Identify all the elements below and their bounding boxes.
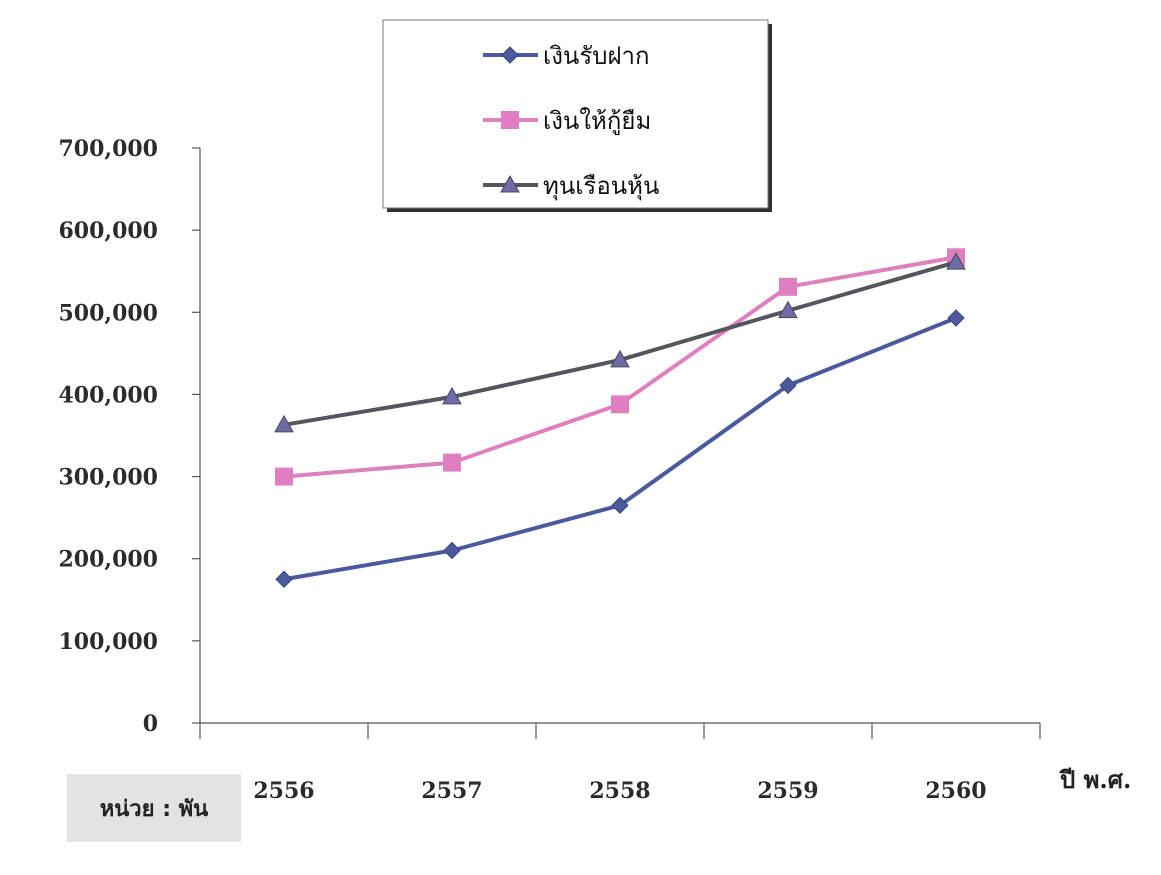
y-tick-label: 400,000 bbox=[58, 382, 158, 408]
data-point bbox=[275, 570, 293, 588]
plot-area: 0 100,000 200,000 300,000 400,000 500,000 600,… bbox=[58, 136, 1041, 804]
data-point bbox=[946, 252, 966, 270]
legend-marker bbox=[500, 174, 520, 193]
data-point bbox=[611, 395, 629, 414]
x-axis-title: ปี พ.ศ. bbox=[1060, 765, 1132, 794]
data-point bbox=[274, 414, 294, 433]
x-tick-label: 2556 bbox=[253, 778, 314, 804]
data-point bbox=[779, 376, 797, 395]
x-tick-label: 2560 bbox=[925, 778, 986, 804]
x-tick-label: 2557 bbox=[421, 778, 482, 804]
data-point bbox=[947, 309, 965, 327]
data-point bbox=[779, 277, 797, 296]
y-tick-label: 300,000 bbox=[58, 465, 158, 491]
x-tick-label: 2558 bbox=[589, 778, 650, 804]
data-point bbox=[610, 349, 630, 368]
legend-box bbox=[382, 19, 769, 209]
y-tick-label: 100,000 bbox=[58, 629, 158, 655]
legend-label: เงินรับฝาก bbox=[543, 42, 650, 70]
y-tick-label: 600,000 bbox=[58, 218, 158, 244]
legend-label: เงินให้กู้ยืม bbox=[543, 107, 651, 136]
data-point bbox=[778, 300, 798, 319]
legend-marker bbox=[501, 46, 519, 64]
y-tick-label: 200,000 bbox=[58, 547, 158, 573]
data-point bbox=[442, 386, 462, 405]
legend-label: ทุนเรือนหุ้น bbox=[543, 172, 659, 201]
unit-note: หน่วย : พัน bbox=[67, 774, 241, 842]
y-tick-label: 500,000 bbox=[58, 300, 158, 326]
data-point bbox=[443, 453, 461, 472]
y-tick-label: 700,000 bbox=[58, 136, 158, 162]
data-point bbox=[275, 467, 293, 486]
legend-marker bbox=[501, 111, 519, 129]
y-tick-label: 0 bbox=[143, 711, 158, 737]
data-point bbox=[611, 496, 629, 515]
data-point bbox=[443, 541, 461, 560]
x-tick-label: 2559 bbox=[757, 778, 818, 804]
